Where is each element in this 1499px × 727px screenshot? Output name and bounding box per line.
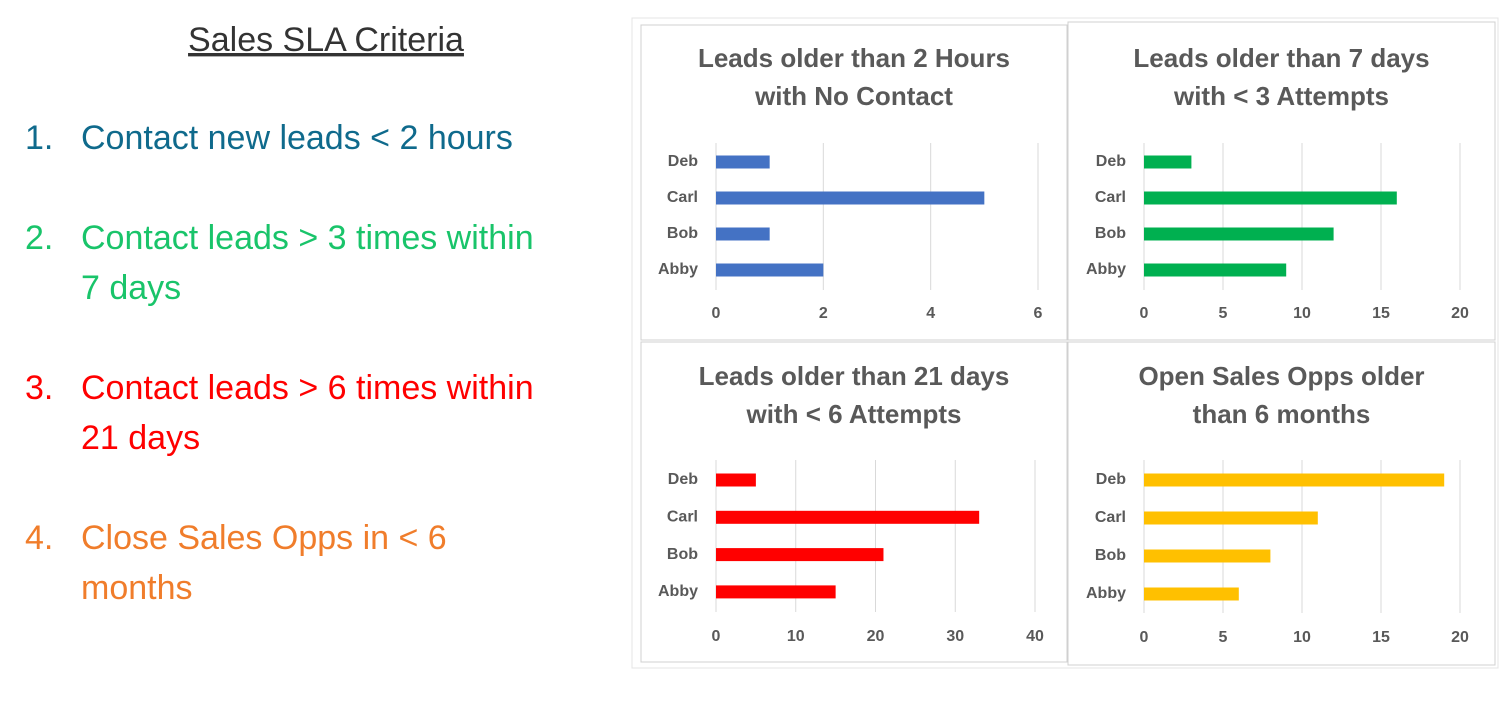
- chart-title: Open Sales Opps older: [1138, 361, 1424, 391]
- chart-title: with < 3 Attempts: [1173, 81, 1389, 111]
- x-tick-label: 4: [926, 305, 935, 322]
- chart-title: with No Contact: [754, 81, 953, 111]
- category-label: Deb: [668, 471, 698, 488]
- x-tick-label: 2: [819, 305, 828, 322]
- chart-panel: [1067, 341, 1496, 666]
- category-label: Carl: [667, 189, 698, 206]
- bar: [1144, 587, 1239, 601]
- x-tick-label: 0: [712, 305, 721, 322]
- criteria-number: 3.: [25, 369, 53, 407]
- category-label: Abby: [658, 583, 698, 600]
- x-tick-label: 0: [1140, 629, 1149, 646]
- x-tick-label: 20: [1451, 305, 1469, 322]
- bar: [716, 191, 985, 205]
- x-tick-label: 40: [1026, 628, 1044, 645]
- category-label: Abby: [1086, 585, 1126, 602]
- criteria-text: 21 days: [81, 419, 200, 457]
- bar: [716, 473, 756, 487]
- bar: [1144, 473, 1445, 487]
- x-tick-label: 10: [1293, 305, 1311, 322]
- chart-title: Leads older than 7 days: [1133, 43, 1429, 73]
- criteria-text: Contact new leads < 2 hours: [81, 119, 513, 157]
- bar: [716, 227, 770, 241]
- category-label: Carl: [1095, 189, 1126, 206]
- x-tick-label: 10: [787, 628, 805, 645]
- bar: [716, 548, 884, 562]
- chart-title: Leads older than 21 days: [699, 361, 1010, 391]
- x-tick-label: 15: [1372, 305, 1390, 322]
- x-tick-label: 0: [1140, 305, 1149, 322]
- category-label: Bob: [667, 225, 698, 242]
- bar: [1144, 263, 1287, 277]
- criteria-text: 7 days: [81, 269, 181, 307]
- category-label: Deb: [668, 153, 698, 170]
- criteria-text: Close Sales Opps in < 6: [81, 519, 447, 557]
- criteria-number: 1.: [25, 119, 53, 157]
- category-label: Carl: [1095, 509, 1126, 526]
- category-label: Bob: [1095, 225, 1126, 242]
- x-tick-label: 20: [1451, 629, 1469, 646]
- bar: [716, 263, 824, 277]
- bar: [716, 155, 770, 169]
- chart-panel: [640, 341, 1068, 663]
- criteria-text: Contact leads > 3 times within: [81, 219, 534, 257]
- criteria-number: 4.: [25, 519, 53, 557]
- category-label: Abby: [1086, 261, 1126, 278]
- x-tick-label: 15: [1372, 629, 1390, 646]
- bar: [1144, 511, 1318, 525]
- x-tick-label: 5: [1219, 305, 1228, 322]
- bar: [1144, 549, 1271, 563]
- bar: [1144, 155, 1192, 169]
- criteria-number: 2.: [25, 219, 53, 257]
- x-tick-label: 10: [1293, 629, 1311, 646]
- bar: [716, 510, 980, 524]
- chart-title: Leads older than 2 Hours: [698, 43, 1010, 73]
- bar: [1144, 227, 1334, 241]
- chart-title: than 6 months: [1193, 399, 1371, 429]
- category-label: Deb: [1096, 153, 1126, 170]
- category-label: Bob: [1095, 547, 1126, 564]
- chart-panel: [640, 24, 1068, 341]
- x-tick-label: 5: [1219, 629, 1228, 646]
- category-label: Bob: [667, 546, 698, 563]
- criteria-text: Contact leads > 6 times within: [81, 369, 534, 407]
- bar: [1144, 191, 1397, 205]
- criteria-text: months: [81, 569, 193, 607]
- x-tick-label: 30: [946, 628, 964, 645]
- criteria-title: Sales SLA Criteria: [188, 21, 464, 59]
- category-label: Deb: [1096, 471, 1126, 488]
- chart-title: with < 6 Attempts: [745, 399, 961, 429]
- x-tick-label: 20: [867, 628, 885, 645]
- x-tick-label: 0: [712, 628, 721, 645]
- x-tick-label: 6: [1034, 305, 1043, 322]
- category-label: Carl: [667, 509, 698, 526]
- bar: [716, 585, 836, 599]
- chart-panel: [1067, 21, 1496, 341]
- category-label: Abby: [658, 261, 698, 278]
